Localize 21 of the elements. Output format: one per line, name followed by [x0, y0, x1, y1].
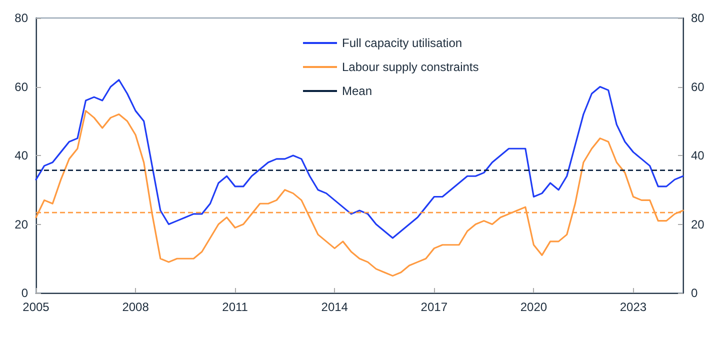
legend-label: Full capacity utilisation — [342, 36, 462, 50]
x-tick-label: 2005 — [22, 300, 50, 314]
x-tick-label: 2008 — [122, 300, 150, 314]
legend-label: Mean — [342, 84, 372, 98]
y2-tick-label: 80 — [691, 11, 705, 25]
x-tick-label: 2020 — [520, 300, 548, 314]
y-tick-label: 20 — [14, 217, 28, 232]
x-tick-label: 2017 — [420, 300, 448, 314]
y-tick-label: 60 — [14, 80, 28, 94]
y-tick-label: 80 — [14, 11, 28, 25]
y2-tick-label: 20 — [691, 217, 705, 232]
y2-tick-label: 60 — [691, 80, 705, 94]
y-tick-label: 0 — [21, 286, 28, 300]
line-series — [35, 79, 684, 239]
x-tick-label: 2014 — [321, 300, 348, 314]
y2-tick-label: 40 — [691, 148, 705, 162]
y2-tick-label: 0 — [691, 286, 698, 300]
legend-label: Labour supply constraints — [342, 60, 479, 74]
y-tick-label: 40 — [14, 148, 28, 162]
x-tick-label: 2023 — [620, 300, 647, 314]
x-tick-label: 2011 — [222, 300, 248, 314]
